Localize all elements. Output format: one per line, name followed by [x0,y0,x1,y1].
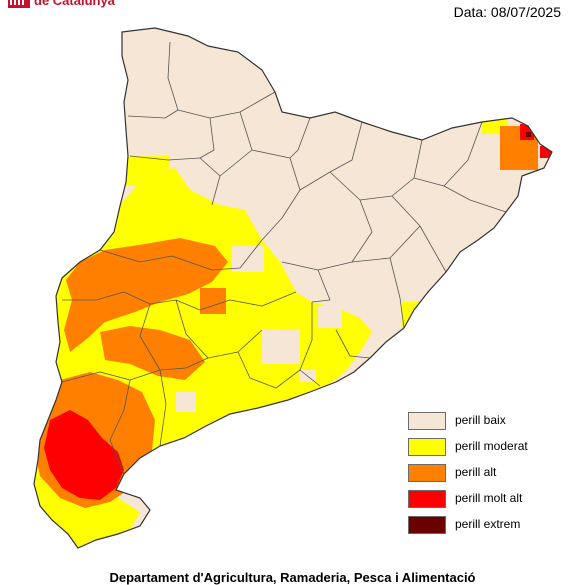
legend-swatch-extreme [408,516,446,534]
legend-item-very-high: perill molt alt [408,488,578,514]
comarca-boundaries [61,41,507,475]
legend-swatch-very-high [408,490,446,508]
legend-label-extreme: perill extrem [455,517,521,531]
map-legend: perill baix perill moderat perill alt pe… [408,410,578,540]
legend-item-extreme: perill extrem [408,514,578,540]
legend-swatch-high [408,464,446,482]
zone-low-patches [176,246,342,412]
legend-item-moderate: perill moderat [408,436,578,462]
legend-swatch-moderate [408,438,446,456]
generalitat-logo-icon [8,0,30,8]
legend-item-low: perill baix [408,410,578,436]
zone-extreme [526,132,531,137]
legend-swatch-low [408,412,446,430]
org-name: de Catalunya [34,0,115,8]
map-date: Data: 08/07/2025 [453,4,561,20]
header: de Catalunya Data: 08/07/2025 [0,0,585,30]
legend-item-high: perill alt [408,462,578,488]
legend-label-very-high: perill molt alt [455,491,523,505]
department-footer: Departament d'Agricultura, Ramaderia, Pe… [109,570,476,585]
legend-label-moderate: perill moderat [455,439,528,453]
legend-label-high: perill alt [455,465,497,479]
legend-label-low: perill baix [455,413,506,427]
